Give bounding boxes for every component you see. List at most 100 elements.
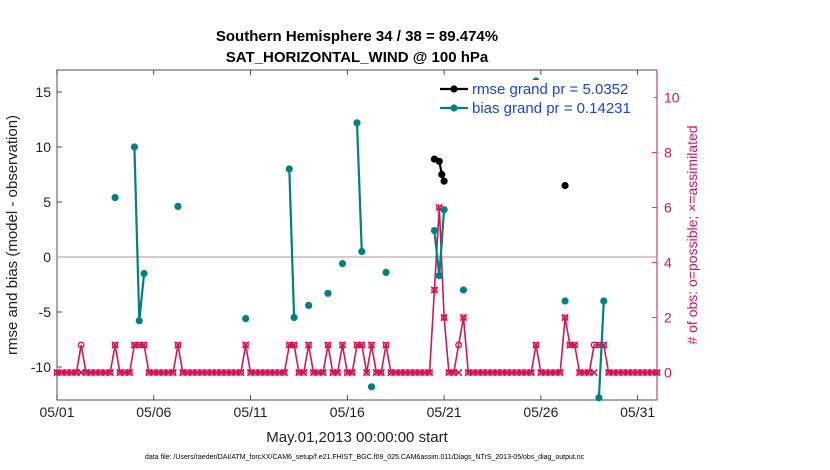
bias-series-line <box>355 122 363 252</box>
bias-point <box>324 289 332 297</box>
y2-axis-label: # of obs: o=possible; ×=assimilated <box>684 125 700 344</box>
obs-assimilated-marker <box>382 341 390 349</box>
obs-assimilated-marker <box>280 368 289 377</box>
bias-point <box>358 247 366 256</box>
y-axis-ticks: -10 -5 0 5 10 15 <box>31 84 62 375</box>
obs-possible-marker <box>73 369 80 376</box>
footer-datafile: data file: /Users/raeder/DAI/ATM_forcXX/… <box>145 454 585 461</box>
x-axis-ticks: 05/01 05/06 05/11 05/16 05/21 05/26 05/31 <box>39 70 655 420</box>
bias-point <box>561 297 569 305</box>
bias-series-line <box>433 209 446 276</box>
obs-assimilated-marker <box>300 368 308 377</box>
obs-possible-marker <box>242 341 249 349</box>
obs-possible-marker <box>431 286 438 294</box>
obs-possible-marker <box>450 369 457 376</box>
bias-series-line <box>597 300 605 398</box>
bias-series-line <box>133 146 146 321</box>
obs-possible-marker <box>426 369 433 376</box>
obs-possible-marker <box>334 369 341 376</box>
obs-assimilated-marker <box>367 341 376 349</box>
obs-possible-marker <box>349 369 356 376</box>
legend-box <box>436 80 654 122</box>
obs-possible-marker <box>455 341 463 349</box>
x-axis-label: May.01,2013 00:00:00 start <box>266 429 448 446</box>
obs-possible-marker <box>440 314 448 321</box>
obs-possible-marker <box>319 369 327 376</box>
obs-possible-marker <box>571 341 578 349</box>
obs-possible-marker <box>339 341 346 349</box>
y2-tick-label: 8 <box>664 145 672 161</box>
obs-possible-marker <box>111 341 119 349</box>
y-tick-label: 0 <box>43 249 51 265</box>
series-lines <box>111 77 608 402</box>
obs-assimilated-marker <box>106 368 114 377</box>
obs-assimilated-marker <box>169 368 177 377</box>
obs-possible-marker <box>653 369 661 376</box>
legend-rmse-label: rmse grand pr = 5.0352 <box>472 81 628 98</box>
obs-assimilated-marker <box>362 368 371 377</box>
obs-assimilated-marker <box>348 368 356 377</box>
y-tick-label: -5 <box>39 304 52 320</box>
obs-assimilated-marker <box>459 313 468 322</box>
obs-possible-marker <box>590 341 598 349</box>
obs-possible-marker <box>324 341 332 349</box>
obs-possible-marker <box>557 369 564 376</box>
obs-assimilated-marker <box>561 313 569 322</box>
bias-point <box>111 194 119 202</box>
rmse-series-line <box>433 158 446 182</box>
y2-tick-label: 0 <box>664 365 672 381</box>
bias-point <box>242 315 250 323</box>
obs-possible-marker <box>169 369 177 376</box>
y2-tick-label: 2 <box>664 310 672 326</box>
y-tick-label: -10 <box>31 359 51 375</box>
y2-axis-ticks: 0 2 4 6 8 10 <box>652 70 680 400</box>
bias-point <box>338 260 347 268</box>
obs-assimilated-marker <box>653 368 661 377</box>
obs-possible-marker <box>368 341 375 349</box>
obs-assimilated-marker <box>319 368 327 377</box>
obs-assimilated-marker <box>174 341 182 349</box>
obs-assimilated-marker <box>440 313 448 322</box>
obs-assimilated-marker <box>241 341 250 349</box>
obs-assimilated-marker <box>377 368 385 377</box>
y-tick-label: 10 <box>35 139 51 155</box>
x-tick-label: 05/06 <box>136 404 171 420</box>
legend-bias-label: bias grand pr = 0.14231 <box>472 100 631 117</box>
bias-point <box>367 383 376 391</box>
obs-possible-marker <box>126 369 133 376</box>
obs-possible-marker <box>528 369 535 376</box>
obs-possible-marker <box>305 341 312 349</box>
obs-assimilated-marker <box>358 341 366 349</box>
obs-possible-marker <box>237 369 245 376</box>
obs-possible-marker <box>174 341 182 349</box>
y2-tick-label: 4 <box>664 255 672 271</box>
obs-possible-marker <box>140 341 148 349</box>
obs-possible-marker <box>107 369 114 376</box>
x-tick-label: 05/26 <box>523 404 558 420</box>
x-tick-label: 05/21 <box>427 404 462 420</box>
obs-assimilated-marker <box>237 368 245 377</box>
obs-possible-marker <box>77 341 85 349</box>
x-tick-label: 05/01 <box>39 404 74 420</box>
y2-tick-label: 6 <box>664 200 672 216</box>
chart-title-line2: SAT_HORIZONTAL_WIND @ 100 hPa <box>226 49 489 66</box>
obs-possible-marker <box>561 314 569 321</box>
y-tick-label: 5 <box>43 194 51 210</box>
bias-point <box>382 268 390 276</box>
obs-possible-marker <box>363 369 370 376</box>
obs-assimilated-marker <box>140 341 148 349</box>
x-tick-label: 05/16 <box>330 404 365 420</box>
obs-assimilated-marker <box>111 341 119 349</box>
obs-possible-marker <box>382 341 390 349</box>
obs-assimilated-marker <box>333 368 342 377</box>
rmse-point <box>561 181 569 190</box>
obs-possible-marker <box>300 369 307 376</box>
obs-assimilated-marker <box>430 286 439 294</box>
obs-possible-marker <box>378 369 385 376</box>
bias-point <box>174 202 182 210</box>
obs-assimilated-marker <box>590 368 598 377</box>
obs-assimilated-marker <box>324 341 332 349</box>
obs-assimilated-marker <box>556 368 564 377</box>
chart-title-line1: Southern Hemisphere 34 / 38 = 89.474% <box>216 28 498 45</box>
